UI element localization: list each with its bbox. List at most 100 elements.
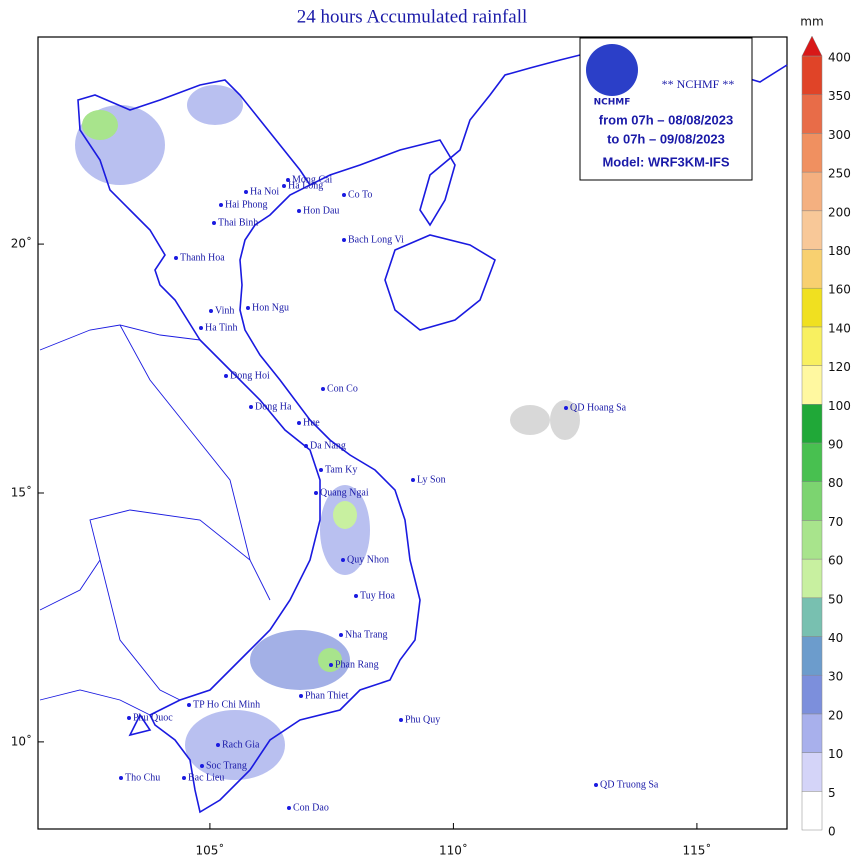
place-dot bbox=[319, 468, 323, 472]
legend-swatch bbox=[801, 249, 823, 289]
place-dot bbox=[321, 387, 325, 391]
legend-swatch bbox=[801, 404, 823, 444]
legend-swatch bbox=[801, 752, 823, 792]
legend-swatch bbox=[801, 326, 823, 366]
legend-label: 120 bbox=[828, 360, 851, 374]
legend-label: 300 bbox=[828, 128, 851, 142]
place-label: Nha Trang bbox=[345, 629, 388, 640]
place-dot bbox=[594, 783, 598, 787]
place-dot bbox=[299, 694, 303, 698]
place-label: Quang Ngai bbox=[320, 487, 369, 498]
place-dot bbox=[216, 743, 220, 747]
legend-swatch bbox=[801, 481, 823, 521]
legend-label: 200 bbox=[828, 205, 851, 219]
place-dot bbox=[200, 764, 204, 768]
place-label: Dong Ha bbox=[255, 401, 292, 412]
place-label: Phu Quoc bbox=[133, 712, 173, 723]
legend-label: 5 bbox=[828, 786, 836, 800]
legend-label: 90 bbox=[828, 438, 843, 452]
legend-label: 140 bbox=[828, 321, 851, 335]
place-label: Vinh bbox=[215, 305, 234, 316]
place-label: Tuy Hoa bbox=[360, 590, 395, 601]
legend-swatch bbox=[801, 558, 823, 599]
place-dot bbox=[297, 209, 301, 213]
place-dot bbox=[399, 718, 403, 722]
legend-swatch bbox=[801, 636, 823, 676]
place-dot bbox=[174, 256, 178, 260]
place-label: Bach Long Vi bbox=[348, 234, 404, 245]
legend-label: 30 bbox=[828, 670, 843, 684]
legend-swatch bbox=[801, 442, 823, 482]
legend-swatch bbox=[801, 287, 823, 328]
rain-areas bbox=[75, 85, 580, 780]
legend-label: 80 bbox=[828, 476, 843, 490]
place-label: Rach Gia bbox=[222, 739, 260, 750]
place-dot bbox=[297, 421, 301, 425]
place-dot bbox=[564, 406, 568, 410]
place-label: Con Co bbox=[327, 383, 358, 394]
place-dot bbox=[212, 221, 216, 225]
legend-swatch bbox=[801, 713, 823, 753]
place-label: Hue bbox=[303, 417, 320, 428]
legend-label: 70 bbox=[828, 515, 843, 529]
legend-unit: mm bbox=[800, 15, 823, 29]
legend-swatch bbox=[801, 597, 823, 637]
place-dot bbox=[119, 776, 123, 780]
logo-label: NCHMF bbox=[594, 98, 631, 108]
x-tick-label: 105˚ bbox=[195, 843, 224, 858]
place-label: QD Truong Sa bbox=[600, 779, 659, 790]
place-label: Thai Binh bbox=[218, 217, 258, 228]
logo bbox=[586, 44, 638, 96]
legend-swatch bbox=[801, 171, 823, 212]
place-label: Tam Ky bbox=[325, 464, 357, 475]
period-from: from 07h – 08/08/2023 bbox=[599, 112, 733, 127]
place-dot bbox=[329, 663, 333, 667]
legend-swatch bbox=[801, 791, 823, 831]
x-tick-label: 110˚ bbox=[439, 843, 468, 858]
place-label: Hon Ngu bbox=[252, 302, 289, 313]
place-dot bbox=[314, 491, 318, 495]
legend-label: 180 bbox=[828, 244, 851, 258]
legend-swatch bbox=[801, 674, 823, 715]
agency: ** NCHMF ** bbox=[662, 77, 735, 91]
legend-label: 250 bbox=[828, 167, 851, 181]
place-label: Dong Hoi bbox=[230, 370, 270, 381]
legend-arrow bbox=[801, 35, 823, 57]
legend-label: 400 bbox=[828, 51, 851, 65]
place-dot bbox=[224, 374, 228, 378]
place-dot bbox=[209, 309, 213, 313]
y-tick-label: 10˚ bbox=[11, 733, 32, 748]
place-dot bbox=[287, 806, 291, 810]
place-dot bbox=[219, 203, 223, 207]
place-dot bbox=[354, 594, 358, 598]
period-to: to 07h – 09/08/2023 bbox=[607, 131, 725, 146]
place-dot bbox=[127, 716, 131, 720]
legend-swatch bbox=[801, 210, 823, 250]
legend-label: 20 bbox=[828, 708, 843, 722]
place-label: Da Nang bbox=[310, 440, 346, 451]
place-label: Phu Quy bbox=[405, 714, 440, 725]
legend-label: 40 bbox=[828, 631, 843, 645]
place-dot bbox=[187, 703, 191, 707]
legend-label: 60 bbox=[828, 554, 843, 568]
place-label: QD Hoang Sa bbox=[570, 402, 627, 413]
legend-swatch bbox=[801, 94, 823, 134]
borders bbox=[39, 324, 271, 716]
legend-swatch bbox=[801, 365, 823, 405]
place-label: Ly Son bbox=[417, 474, 446, 485]
place-label: Ha Long bbox=[288, 180, 323, 191]
place-dot bbox=[342, 238, 346, 242]
legend-swatch bbox=[801, 133, 823, 173]
place-label: Ha Tinh bbox=[205, 322, 238, 333]
place-dot bbox=[286, 178, 290, 182]
place-label: Quy Nhon bbox=[347, 554, 389, 565]
legend-label: 50 bbox=[828, 592, 843, 606]
place-label: TP Ho Chi Minh bbox=[193, 699, 260, 710]
legend-swatch bbox=[801, 55, 823, 95]
x-tick-label: 115˚ bbox=[682, 843, 711, 858]
place-label: Co To bbox=[348, 189, 372, 200]
place-label: Soc Trang bbox=[206, 760, 247, 771]
info-box: NCHMF ** NCHMF ** from 07h – 08/08/2023 … bbox=[579, 37, 753, 181]
place-label: Tho Chu bbox=[125, 772, 160, 783]
place-label: Bac Lieu bbox=[188, 772, 224, 783]
